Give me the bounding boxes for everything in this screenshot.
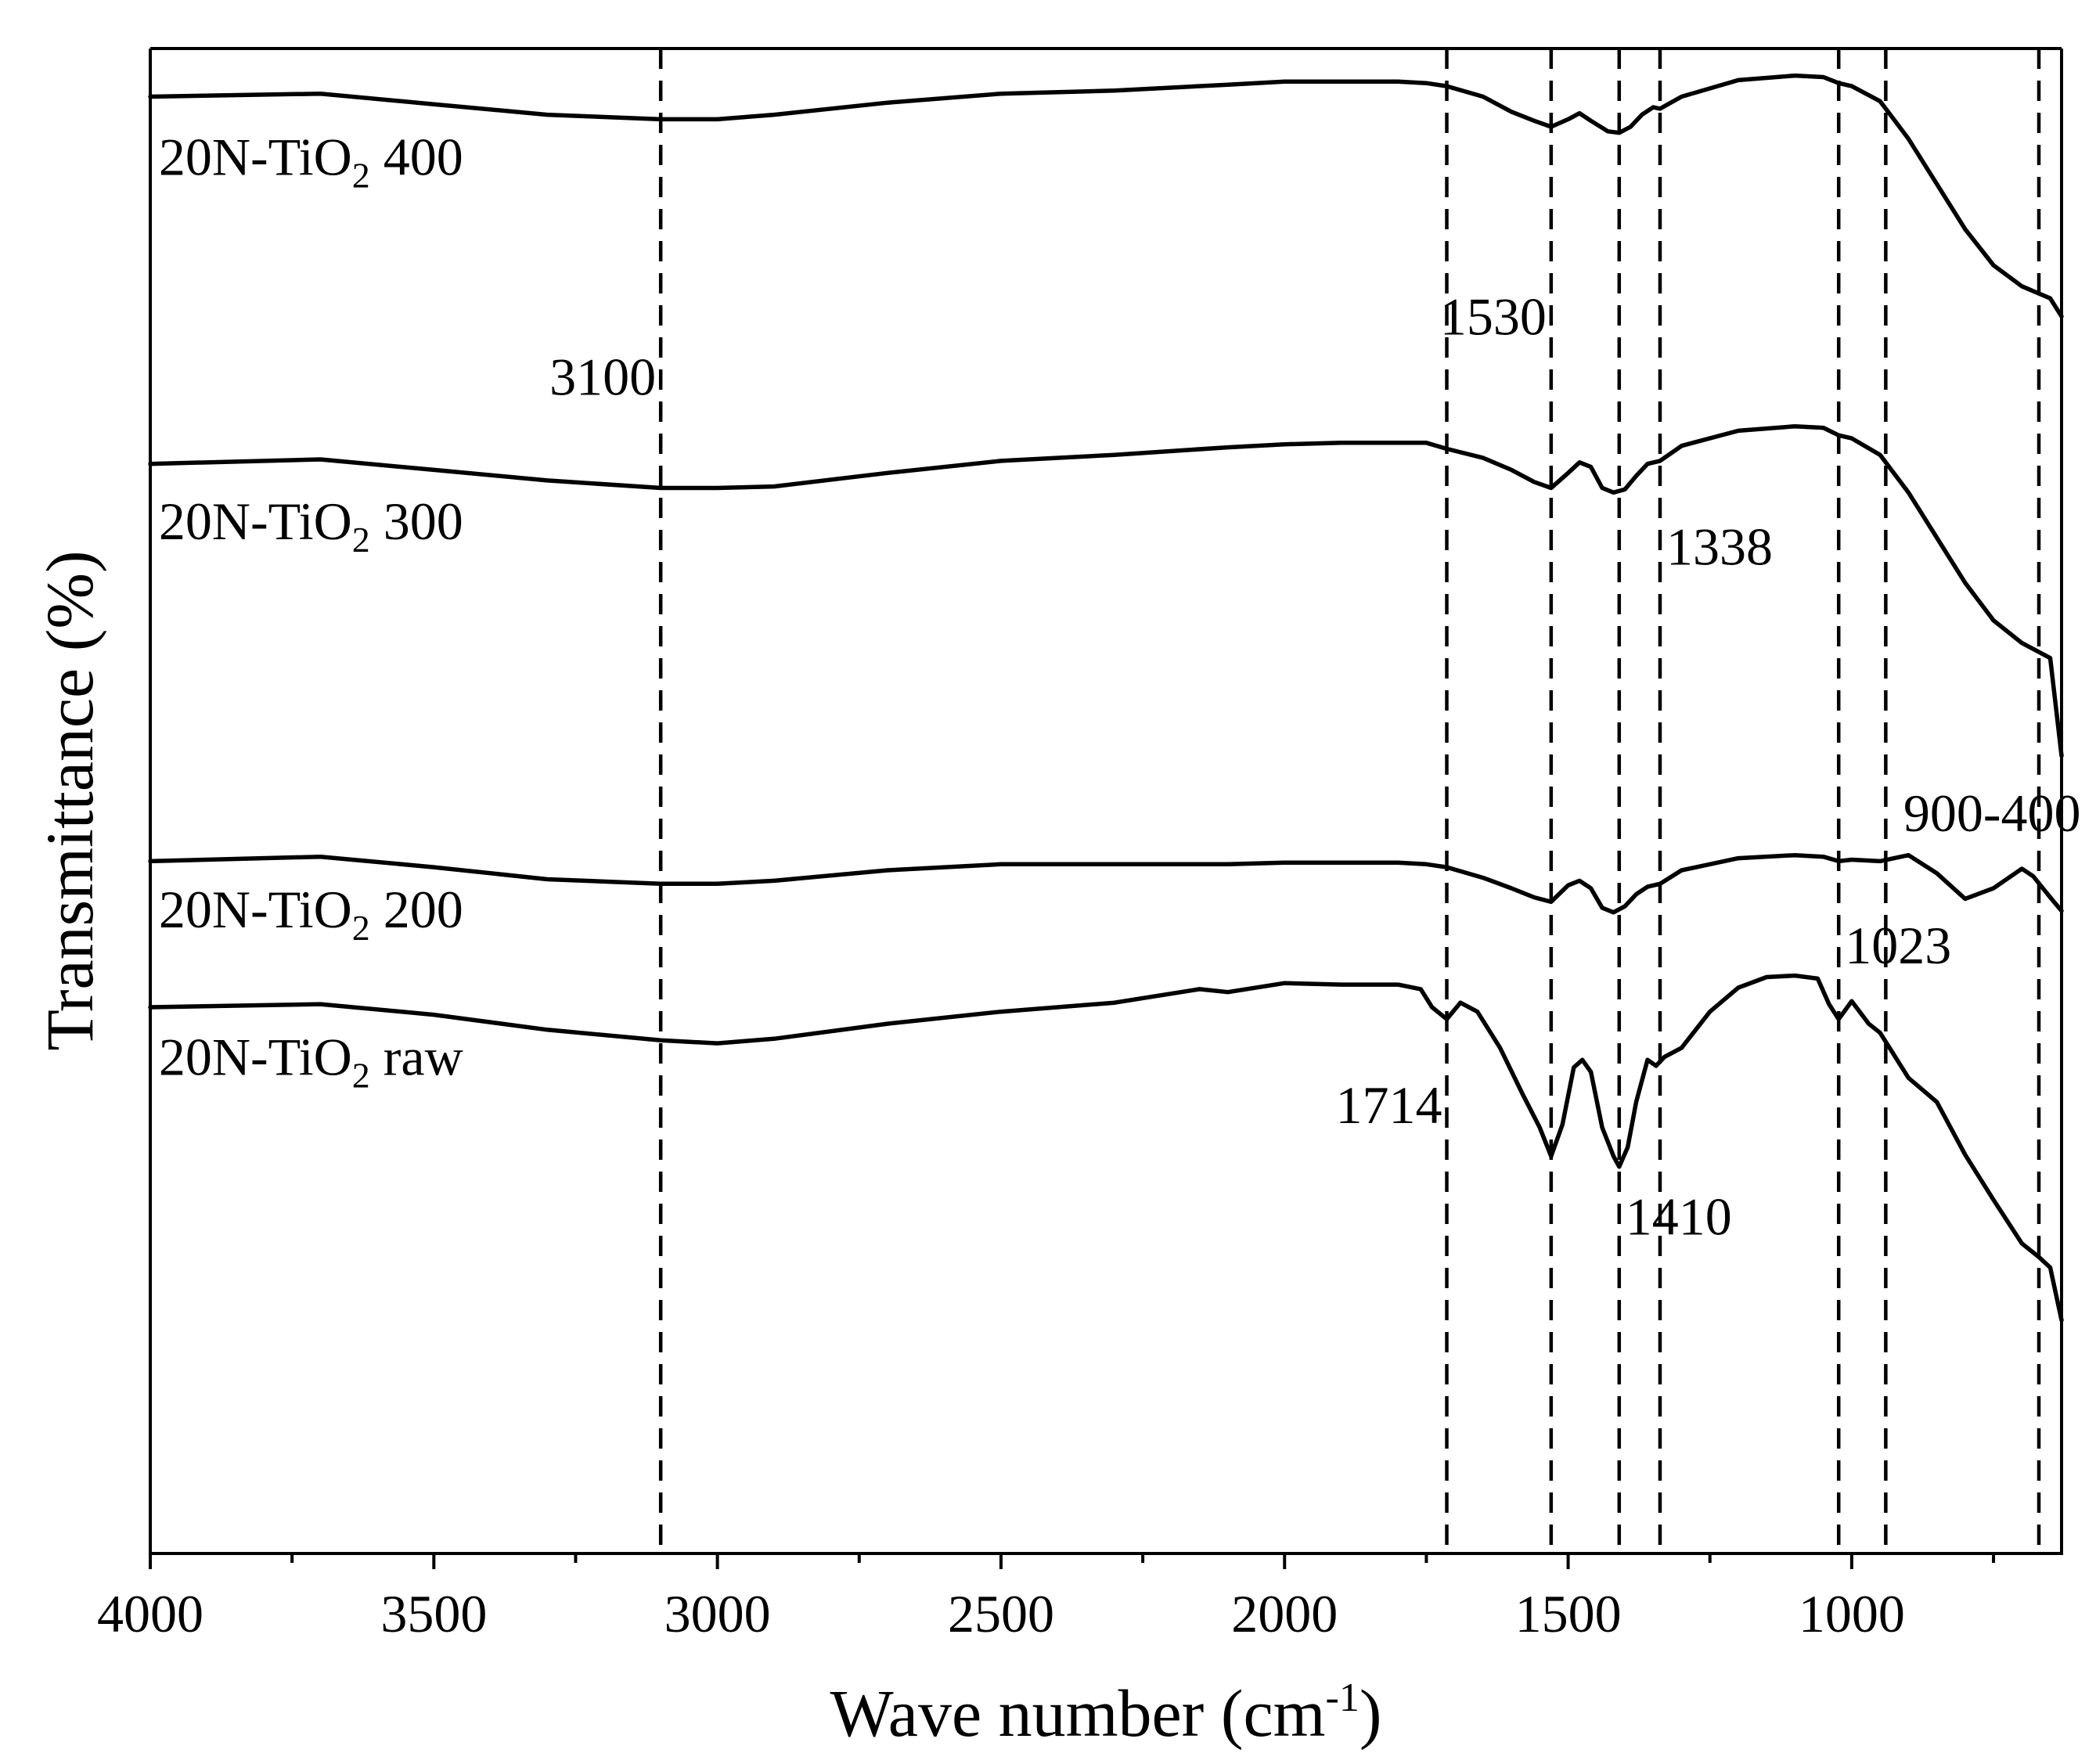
x-axis-ticks: 4000 3500 3000 2500 2000 1500 1000 (97, 1553, 1996, 1643)
y-axis-title: Transmittance (%) (32, 550, 107, 1050)
x-tick-label: 3500 (380, 1584, 487, 1643)
series-line-4 (148, 973, 2064, 1323)
series-line-1 (148, 73, 2064, 319)
peak-annotations: 3100 1530 1338 900-400 1023 1714 1410 (549, 286, 2080, 1246)
x-tick-label: 1000 (1799, 1584, 1905, 1643)
series-line-3 (148, 852, 2064, 915)
annotation-1410: 1410 (1626, 1186, 1732, 1246)
series-line-2 (148, 423, 2064, 758)
annotation-3100: 3100 (549, 347, 656, 406)
annotation-1338: 1338 (1666, 517, 1773, 577)
series-lines (148, 73, 2064, 1323)
series-label-2: 20N-TiO2 300 (159, 491, 463, 560)
series-labels: 20N-TiO2 400 20N-TiO2 300 20N-TiO2 200 20N-… (159, 128, 463, 1096)
x-tick-label: 3000 (664, 1584, 771, 1643)
annotation-1530: 1530 (1440, 286, 1547, 346)
series-label-3: 20N-TiO2 200 (159, 880, 463, 948)
plot-axes (149, 47, 2063, 1555)
annotation-1714: 1714 (1336, 1075, 1442, 1135)
x-tick-label: 1500 (1515, 1584, 1622, 1643)
plot-frame (149, 49, 2063, 1555)
annotation-1023: 1023 (1845, 916, 1951, 975)
reference-lines (658, 49, 2041, 1553)
x-tick-label: 2500 (948, 1584, 1054, 1643)
series-label-4: 20N-TiO2 raw (159, 1027, 463, 1095)
x-tick-label: 2000 (1231, 1584, 1338, 1643)
annotation-900-400: 900-400 (1903, 783, 2081, 843)
x-axis-title: Wave number (cm-1) (830, 1676, 1381, 1751)
x-tick-label: 4000 (97, 1584, 203, 1643)
series-label-1: 20N-TiO2 400 (159, 128, 463, 196)
